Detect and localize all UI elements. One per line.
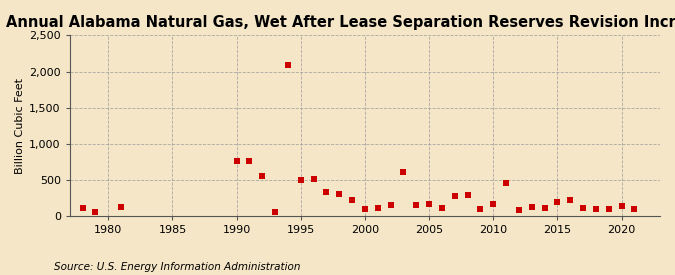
Point (578, 206, 589, 210)
Point (373, 206, 383, 210)
Point (603, 207, 614, 211)
Point (475, 207, 486, 211)
Point (257, 174, 268, 178)
Point (398, 170, 409, 174)
Point (552, 200, 563, 204)
Text: Source: U.S. Energy Information Administration: Source: U.S. Energy Information Administ… (54, 262, 300, 272)
Title: Annual Alabama Natural Gas, Wet After Lease Separation Reserves Revision Increas: Annual Alabama Natural Gas, Wet After Le… (6, 15, 675, 30)
Point (526, 205, 537, 209)
Point (565, 197, 576, 202)
Point (115, 205, 126, 209)
Point (591, 207, 601, 211)
Point (616, 204, 627, 208)
Point (90, 210, 101, 214)
Point (437, 205, 448, 210)
Point (232, 159, 242, 163)
Point (501, 180, 512, 185)
Point (77, 206, 88, 210)
Y-axis label: Billion Cubic Feet: Billion Cubic Feet (15, 78, 25, 174)
Point (334, 192, 345, 196)
Point (629, 207, 640, 211)
Point (424, 201, 435, 206)
Point (270, 209, 281, 214)
Point (244, 159, 255, 163)
Point (539, 206, 550, 210)
Point (488, 201, 499, 206)
Point (308, 177, 319, 182)
Point (321, 189, 332, 194)
Point (347, 198, 358, 202)
Point (360, 207, 371, 211)
Point (296, 178, 306, 182)
Point (514, 208, 524, 213)
Point (411, 202, 422, 207)
Point (462, 192, 473, 197)
Point (283, 63, 294, 67)
Point (450, 194, 460, 198)
Point (385, 203, 396, 208)
